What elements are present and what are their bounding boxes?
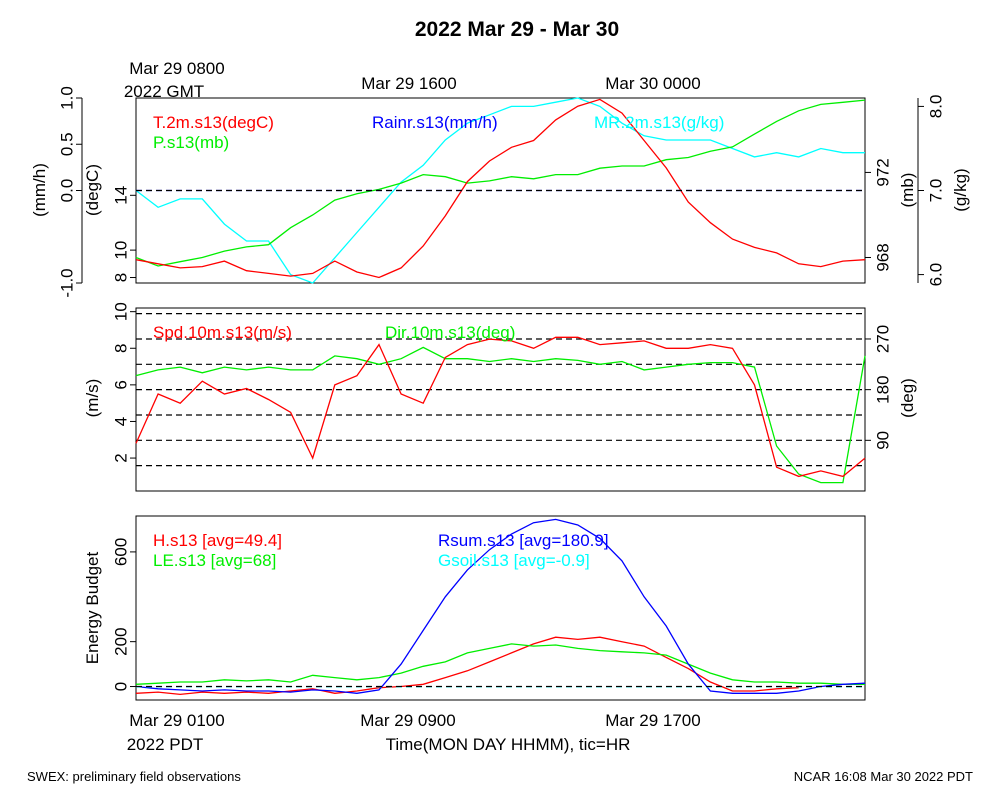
energy-legend-entry: H.s13 [avg=49.4] — [153, 531, 282, 550]
energy-legend-entry: LE.s13 [avg=68] — [153, 551, 276, 570]
energy-legend-entry: Gsoil.s13 [avg=-0.9] — [438, 551, 590, 570]
energy-axis-label: Energy Budget — [83, 551, 102, 664]
temp-axis-tick-label: 8 — [111, 273, 130, 282]
wind-legend-entry: Spd.10m.s13(m/s) — [153, 323, 292, 342]
dir-axis-tick-label: 180 — [873, 375, 892, 403]
spd-axis-tick-label: 4 — [111, 417, 130, 426]
temp-axis-label: (degC) — [83, 164, 102, 216]
met-legend-entry: P.s13(mb) — [153, 133, 229, 152]
press-series-line — [135, 99, 866, 267]
pdt-label-1: Mar 29 0900 — [360, 711, 455, 730]
press-axis-tick-label: 968 — [873, 243, 892, 271]
dir-series-line — [135, 346, 866, 484]
rain-axis-tick-label: -1.0 — [57, 268, 76, 297]
pdt-year: 2022 PDT — [127, 735, 204, 754]
gmt-label-1: Mar 29 1600 — [361, 74, 456, 93]
x-axis-label: Time(MON DAY HHMM), tic=HR — [386, 735, 631, 754]
pdt-label-0: Mar 29 0100 — [129, 711, 224, 730]
dir-axis-tick-label: 90 — [873, 431, 892, 450]
press-axis-label: (mb) — [898, 173, 917, 208]
spd-axis-tick-label: 2 — [111, 453, 130, 462]
energy-legend-entry: Rsum.s13 [avg=180.9] — [438, 531, 609, 550]
footer-right: NCAR 16:08 Mar 30 2022 PDT — [794, 769, 973, 784]
le-series-line — [135, 643, 865, 685]
dir-axis-tick-label: 270 — [873, 325, 892, 353]
temp-series-line — [135, 98, 866, 279]
rain-axis-tick-label: 0.5 — [57, 132, 76, 156]
gmt-year: 2022 GMT — [124, 82, 204, 101]
wind-legend-entry: Dir.10m.s13(deg) — [385, 323, 515, 342]
press-axis-tick-label: 972 — [873, 158, 892, 186]
rain-axis-tick-label: 1.0 — [57, 86, 76, 110]
rain-axis-label: (mm/h) — [30, 163, 49, 217]
pdt-label-2: Mar 29 1700 — [605, 711, 700, 730]
gmt-label-0: Mar 29 0800 — [129, 59, 224, 78]
spd-axis-tick-label: 10 — [111, 302, 130, 321]
mr-axis-tick-label: 8.0 — [926, 95, 945, 119]
temp-axis-tick-label: 10 — [111, 241, 130, 260]
energy-axis-tick-label: 600 — [111, 538, 130, 566]
spd-axis-tick-label: 8 — [111, 344, 130, 353]
energy-axis-tick-label: 0 — [111, 682, 130, 691]
energy-axis-tick-label: 200 — [111, 627, 130, 655]
mr-axis-tick-label: 7.0 — [926, 179, 945, 203]
mr-series-line — [135, 97, 865, 284]
h-series-line — [135, 636, 799, 696]
mr-axis-tick-label: 6.0 — [926, 263, 945, 287]
gmt-label-2: Mar 30 0000 — [605, 74, 700, 93]
met-legend-entry: Rainr.s13(mm/h) — [372, 113, 498, 132]
met-legend-entry: MR.2m.s13(g/kg) — [594, 113, 724, 132]
spd-axis-label: (m/s) — [83, 379, 102, 418]
rsum-series-line — [135, 518, 866, 694]
chart-title: 2022 Mar 29 - Mar 30 — [415, 18, 619, 41]
met-legend-entry: T.2m.s13(degC) — [153, 113, 274, 132]
temp-axis-tick-label: 14 — [111, 186, 130, 205]
spd-axis-tick-label: 6 — [111, 380, 130, 389]
footer-left: SWEX: preliminary field observations — [27, 769, 241, 784]
dir-axis-label: (deg) — [898, 378, 917, 418]
rain-axis-tick-label: 0.0 — [57, 179, 76, 203]
spd-series-line — [135, 336, 866, 478]
mr-axis-label: (g/kg) — [951, 168, 970, 211]
